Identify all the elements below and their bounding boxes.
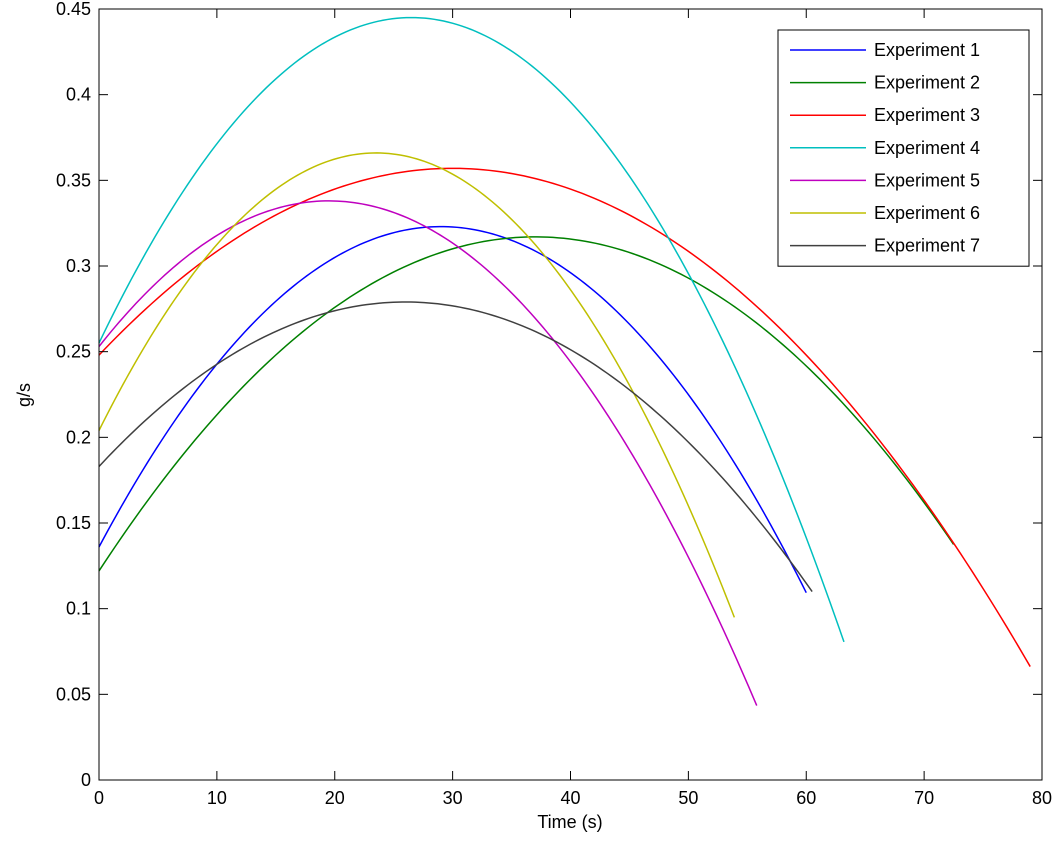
series-line-experiment-2 [98,236,955,572]
x-tick-label: 50 [678,788,698,808]
x-tick-label: 40 [560,788,580,808]
legend: Experiment 1 Experiment 2 Experiment 3 Expe… [777,29,1030,267]
axes-layer: 0 10 20 30 40 50 60 70 80 0 0.05 0.1 0.15 0.2 0.25 0.3 0… [56,0,1052,808]
x-tick-label: 0 [94,788,104,808]
x-tick-label: 10 [207,788,227,808]
series-line-experiment-3 [98,167,1031,667]
series-line-experiment-4 [98,16,845,643]
y-tick-label: 0.45 [56,0,91,19]
y-tick-label: 0.3 [66,256,91,276]
legend-label-experiment-6: Experiment 6 [874,203,980,223]
series-line-experiment-6 [98,152,736,618]
x-tick-label: 80 [1032,788,1052,808]
legend-label-experiment-5: Experiment 5 [874,170,980,190]
x-tick-label: 70 [914,788,934,808]
series-line-experiment-7 [98,301,813,593]
y-tick-label: 0.35 [56,170,91,190]
series-line-experiment-5 [98,200,758,706]
y-tick-label: 0 [81,770,91,790]
y-axis-label: g/s [14,383,34,407]
legend-label-experiment-3: Experiment 3 [874,105,980,125]
y-tick-label: 0.25 [56,342,91,362]
legend-label-experiment-4: Experiment 4 [874,138,980,158]
x-tick-label: 30 [443,788,463,808]
y-tick-label: 0.1 [66,599,91,619]
x-tick-label: 20 [325,788,345,808]
legend-label-experiment-7: Experiment 7 [874,236,980,256]
legend-label-experiment-1: Experiment 1 [874,40,980,60]
x-tick-label: 60 [796,788,816,808]
legend-label-experiment-2: Experiment 2 [874,73,980,93]
y-tick-label: 0.4 [66,85,91,105]
y-tick-label: 0.2 [66,427,91,447]
y-tick-label: 0.15 [56,513,91,533]
y-tick-label: 0.05 [56,684,91,704]
x-axis-label: Time (s) [537,812,602,832]
series-layer [98,16,1031,706]
